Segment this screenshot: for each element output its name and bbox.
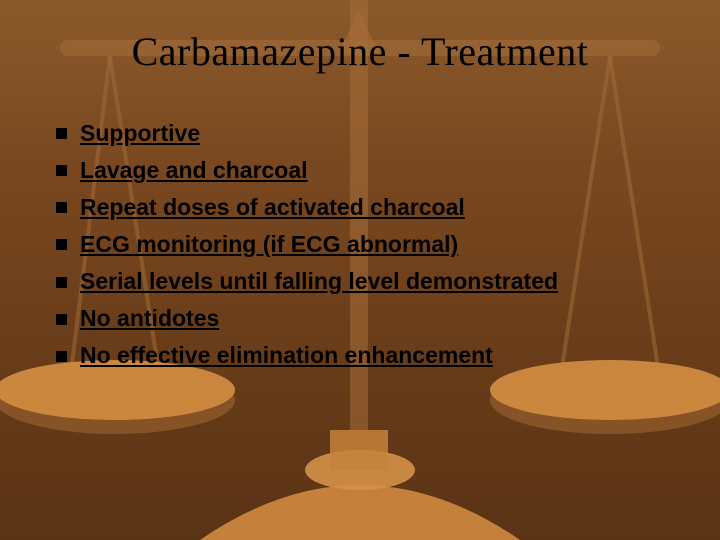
list-item: No antidotes — [52, 303, 680, 334]
list-item: No effective elimination enhancement — [52, 340, 680, 371]
list-item: Repeat doses of activated charcoal — [52, 192, 680, 223]
list-item: Serial levels until falling level demons… — [52, 266, 680, 297]
list-item: Lavage and charcoal — [52, 155, 680, 186]
slide-title: Carbamazepine - Treatment — [0, 28, 720, 75]
list-item: ECG monitoring (if ECG abnormal) — [52, 229, 680, 260]
list-item: Supportive — [52, 118, 680, 149]
slide: Carbamazepine - Treatment Supportive Lav… — [0, 0, 720, 540]
bullet-list: Supportive Lavage and charcoal Repeat do… — [52, 118, 680, 377]
